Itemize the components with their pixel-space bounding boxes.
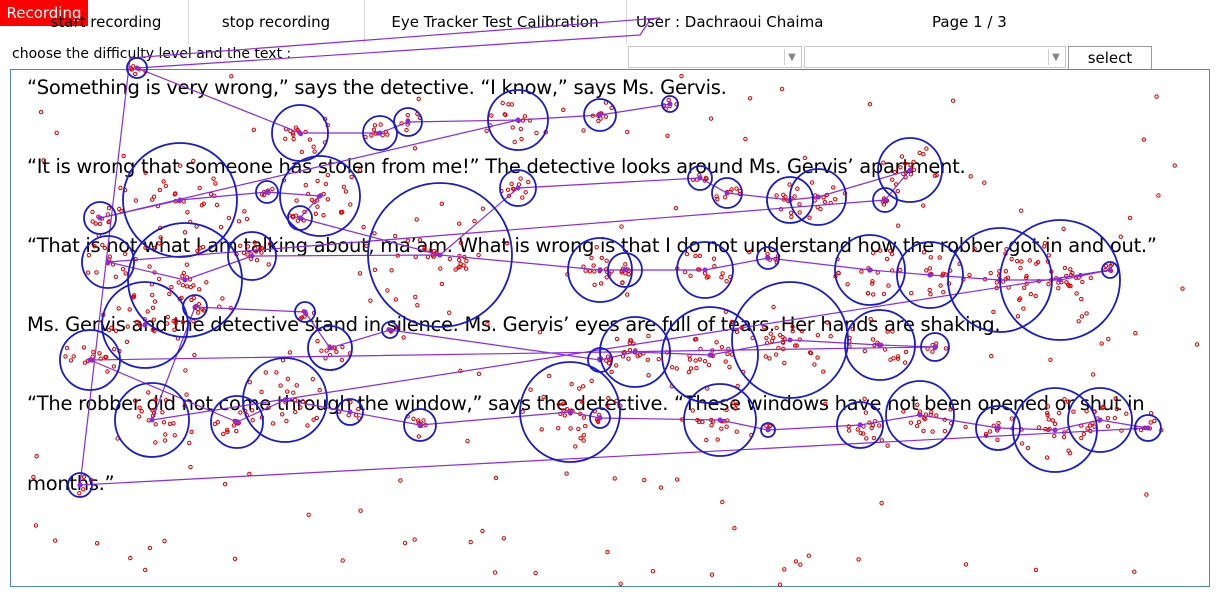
difficulty-select[interactable]: ▼ [628, 46, 802, 68]
user-label: User : Dachraoui Chaima [636, 13, 824, 31]
text-line-3: “That is not what I am talking about, ma… [27, 234, 1157, 257]
difficulty-prompt: choose the difficulty level and the text… [12, 46, 292, 62]
calibration-button[interactable]: Eye Tracker Test Calibration [364, 0, 627, 44]
chevron-down-icon[interactable]: ▼ [1048, 49, 1063, 65]
stop-recording-button[interactable]: stop recording [188, 0, 365, 44]
text-line-5: “The robber did not come through the win… [27, 392, 1145, 415]
toolbar: start recording stop recording Eye Track… [0, 0, 1226, 48]
start-recording-button[interactable]: start recording [24, 0, 189, 44]
gaze-point [131, 64, 136, 69]
select-button[interactable]: select [1068, 46, 1152, 70]
text-select[interactable]: ▼ [804, 46, 1066, 68]
recording-status-badge: Recording [0, 0, 88, 26]
text-line-4: Ms. Gervis and the detective stand in si… [27, 313, 1001, 336]
reading-panel: “Something is very wrong,” says the dete… [10, 69, 1210, 587]
text-line-2: “It is wrong that someone has stolen fro… [27, 155, 966, 178]
text-line-6: months.” [27, 472, 115, 495]
page-indicator: Page 1 / 3 [932, 13, 1007, 31]
text-line-1: “Something is very wrong,” says the dete… [27, 76, 727, 99]
chevron-down-icon[interactable]: ▼ [784, 49, 799, 65]
